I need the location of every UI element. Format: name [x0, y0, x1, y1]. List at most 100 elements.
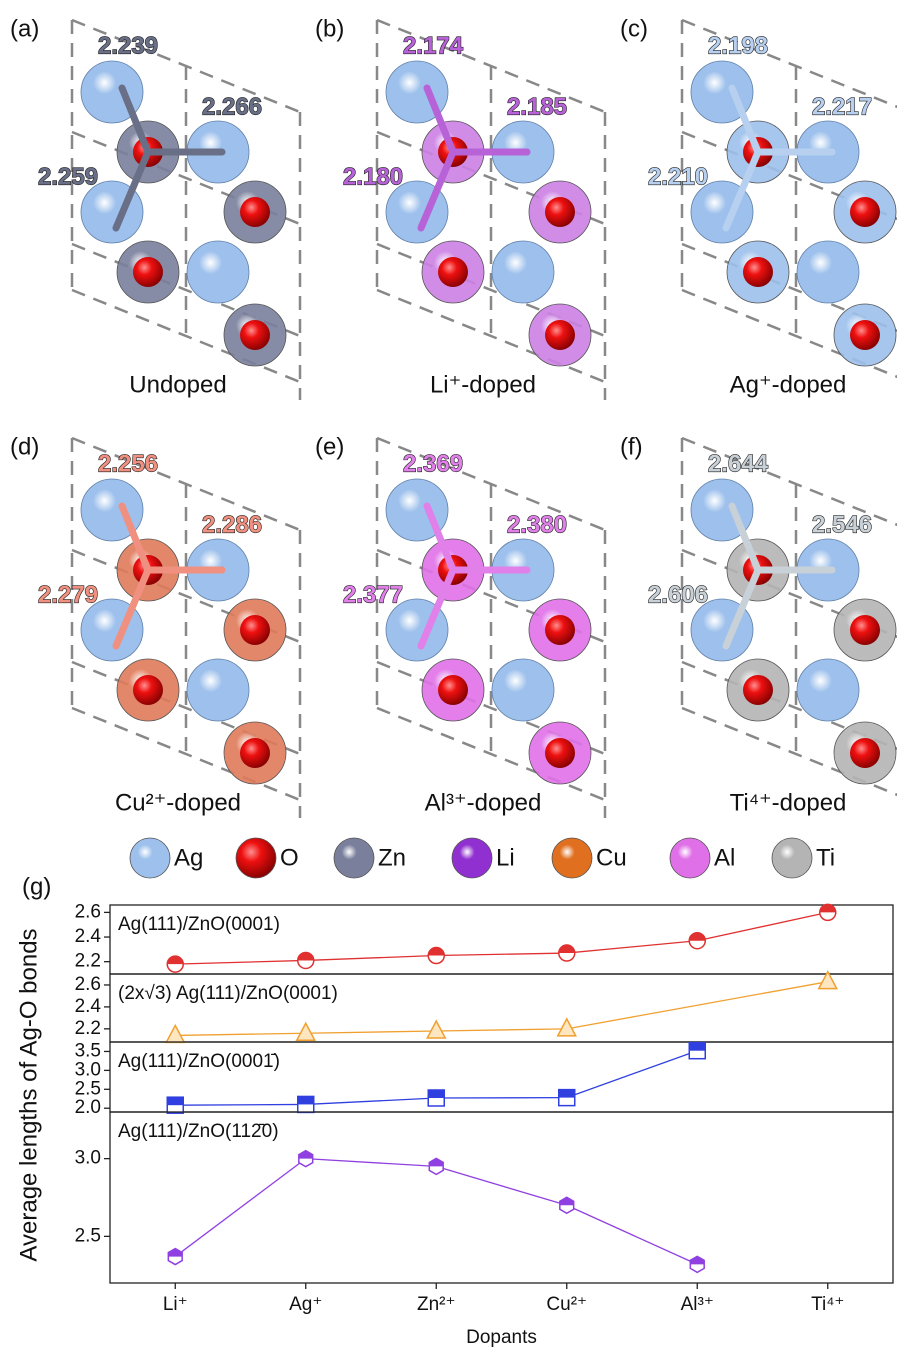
legend-label: Al [714, 844, 735, 871]
panel-label: (f) [620, 433, 643, 460]
o-atom [240, 615, 270, 645]
panel-caption: Al³⁺-doped [425, 789, 542, 816]
marker-fill [559, 1090, 575, 1098]
legend-label: Li [496, 844, 515, 871]
legend-swatch [670, 838, 710, 878]
o-atom [850, 615, 880, 645]
legend-label: Zn [378, 844, 406, 871]
series-title: (2x√3) Ag(111)/ZnO(0001) [118, 983, 338, 1004]
series-line [175, 1159, 306, 1257]
marker-fill [560, 1197, 574, 1205]
data-point [166, 1025, 184, 1042]
data-point [298, 1096, 314, 1112]
data-point [428, 948, 444, 964]
o-atom [438, 257, 468, 287]
series-title: Ag(111)/ZnO(112̄0) [118, 1121, 279, 1142]
series-line [306, 1031, 437, 1033]
legend-label: Cu [596, 844, 627, 871]
o-atom [133, 675, 163, 705]
panel-label: (a) [10, 15, 39, 42]
bond-length-label: 2.606 [648, 581, 708, 608]
o-atom [545, 615, 575, 645]
legend-swatch [452, 838, 492, 878]
bond-length-label: 2.259 [38, 163, 98, 190]
data-point [690, 1256, 704, 1272]
data-point [168, 1249, 182, 1265]
y-tick-label: 3.0 [75, 1148, 101, 1169]
bond-length-label: 2.198 [708, 32, 768, 59]
ag-atom [492, 659, 554, 721]
series-line [567, 1051, 698, 1098]
ag-atom [797, 241, 859, 303]
bond-length-label: 2.239 [98, 32, 158, 59]
marker-outline [427, 1021, 445, 1038]
y-tick-label: 2.4 [75, 926, 102, 947]
series-line [567, 941, 698, 953]
marker-fill [298, 1096, 314, 1104]
series-line [567, 1205, 698, 1264]
marker-outline [166, 1025, 184, 1042]
bond-length-label: 2.185 [507, 93, 567, 120]
figure: (g) Average lengths of Ag-O bonds 2.2392… [0, 0, 897, 1354]
marker-fill [299, 1151, 313, 1159]
series-line [436, 953, 567, 955]
marker-fill [689, 1043, 705, 1051]
series-line [175, 960, 306, 964]
o-atom [545, 320, 575, 350]
bond-length-label: 2.174 [403, 32, 464, 59]
o-atom [850, 738, 880, 768]
x-tick-label: Ti⁴⁺ [811, 1294, 844, 1315]
legend-swatch [334, 838, 374, 878]
marker-fill [428, 948, 444, 956]
bond-length-label: 2.217 [812, 93, 872, 120]
marker-fill [298, 952, 314, 960]
series-line [306, 956, 437, 961]
panel-label: (c) [620, 15, 648, 42]
data-point [167, 1097, 183, 1113]
bond-length-label: 2.266 [202, 93, 262, 120]
legend-swatch [772, 838, 812, 878]
o-atom [438, 675, 468, 705]
o-atom [133, 257, 163, 287]
o-atom [850, 320, 880, 350]
panel-label: (g) [22, 873, 51, 900]
series-title: Ag(111)/ZnO(0001) [118, 914, 280, 935]
bond-length-label: 2.180 [343, 163, 403, 190]
ag-atom [797, 659, 859, 721]
o-atom [850, 197, 880, 227]
bond-length-label: 2.256 [98, 450, 158, 477]
y-tick-label: 3.5 [75, 1040, 101, 1061]
series-line [175, 1033, 306, 1035]
bond-length-label: 2.210 [648, 163, 708, 190]
data-point [559, 945, 575, 961]
legend-swatch [236, 838, 276, 878]
data-point [689, 1043, 705, 1059]
x-tick-label: Zn²⁺ [417, 1294, 456, 1315]
o-atom [743, 675, 773, 705]
legend-label: O [280, 844, 299, 871]
y-tick-label: 2.6 [75, 974, 101, 995]
panel-caption: Undoped [129, 371, 226, 398]
marker-fill [690, 1256, 704, 1264]
o-atom [240, 197, 270, 227]
series-line [175, 1104, 306, 1105]
series-line [306, 1098, 437, 1104]
x-axis-label: Dopants [466, 1327, 537, 1348]
marker-fill [168, 1249, 182, 1257]
legend-label: Ti [816, 844, 835, 871]
data-point [428, 1090, 444, 1106]
bond-length-label: 2.286 [202, 511, 262, 538]
bond-length-label: 2.377 [343, 581, 403, 608]
marker-fill [559, 945, 575, 953]
data-point [689, 933, 705, 949]
o-atom [545, 738, 575, 768]
o-atom [743, 257, 773, 287]
data-point [820, 904, 836, 920]
data-point [429, 1158, 443, 1174]
y-tick-label: 2.2 [75, 1018, 101, 1039]
series-title: Ag(111)/ZnO(0001̄) [118, 1051, 280, 1072]
bond-length-label: 2.546 [812, 511, 872, 538]
panel-caption: Li⁺-doped [430, 371, 536, 398]
series-line [306, 1159, 437, 1167]
marker-fill [689, 933, 705, 941]
